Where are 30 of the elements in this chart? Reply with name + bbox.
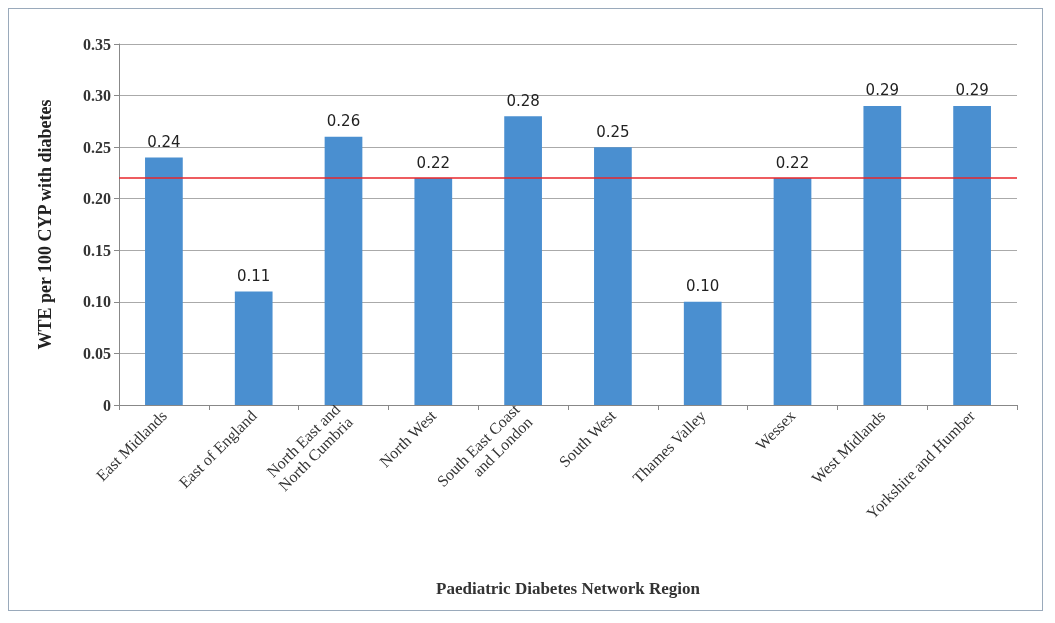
data-label: 0.22	[416, 153, 450, 172]
data-label: 0.26	[326, 112, 361, 131]
data-label: 0.11	[237, 267, 271, 286]
data-label: 0.29	[955, 81, 989, 100]
bar	[953, 105, 991, 405]
y-tick-label: 0.35	[83, 35, 111, 53]
y-tick-label: 0.15	[83, 241, 111, 259]
bar	[234, 291, 273, 405]
y-tick-label: 0.10	[83, 293, 111, 311]
bar	[324, 136, 363, 405]
data-label: 0.29	[865, 81, 899, 100]
bar	[145, 157, 183, 405]
y-tick-label: 0.25	[83, 138, 111, 156]
x-axis-title: Paediatric Diabetes Network Region	[436, 579, 701, 598]
y-tick-label: 0.05	[83, 344, 111, 362]
data-label: 0.24	[147, 132, 181, 151]
bar	[504, 116, 542, 405]
y-axis-title: WTE per 100 CYP with diabetes	[35, 99, 55, 350]
y-tick-label: 0.30	[83, 87, 111, 105]
bar	[594, 147, 632, 405]
bar	[683, 301, 722, 405]
data-label: 0.25	[596, 122, 630, 141]
data-label: 0.22	[775, 153, 810, 172]
data-label: 0.10	[686, 277, 720, 296]
bar	[863, 105, 902, 405]
data-label: 0.28	[506, 91, 540, 110]
bar	[414, 178, 453, 405]
bar	[773, 178, 812, 405]
y-tick-label: 0.20	[83, 190, 111, 208]
y-tick-label: 0	[103, 396, 111, 414]
